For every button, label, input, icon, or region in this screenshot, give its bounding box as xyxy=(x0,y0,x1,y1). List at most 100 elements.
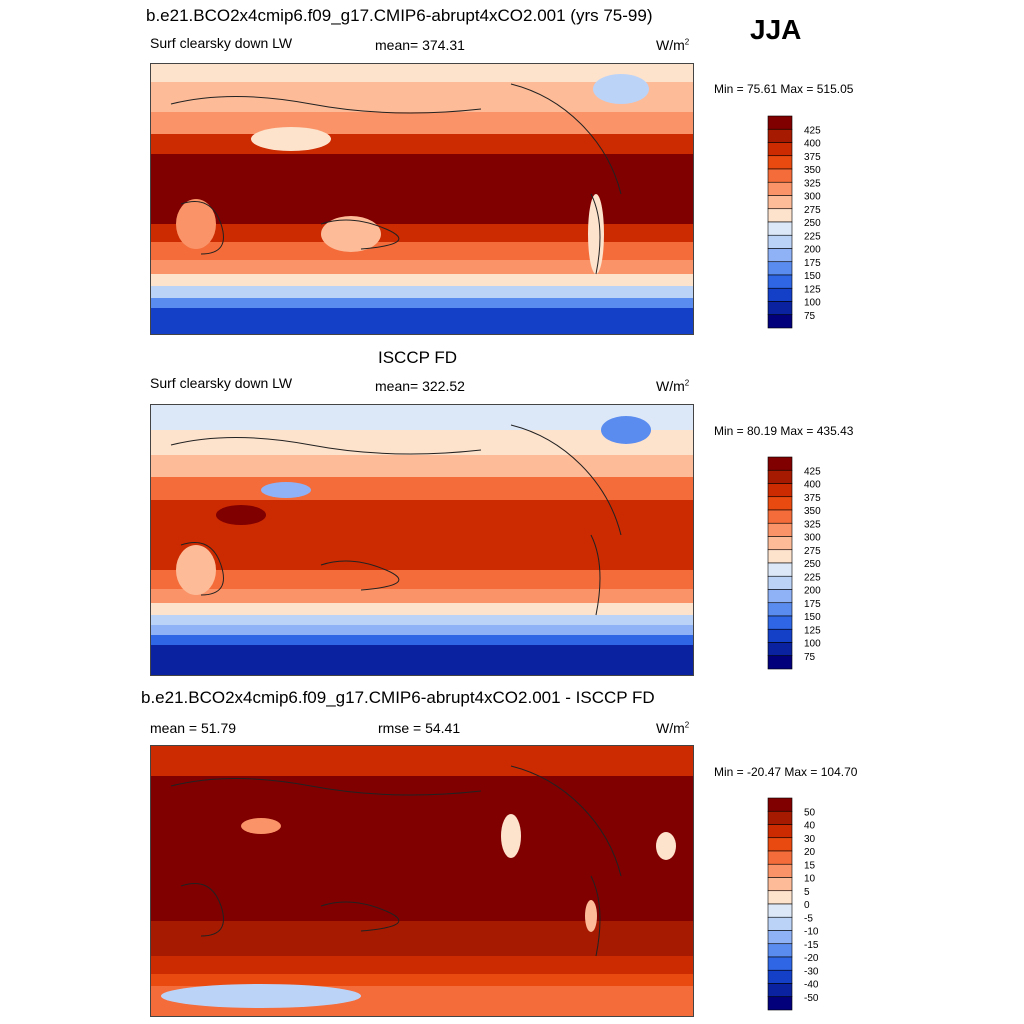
colorbar-tick-label: 30 xyxy=(804,834,816,845)
panel2-mean-label: mean= 322.52 xyxy=(375,378,465,394)
colorbar-swatch xyxy=(767,115,793,130)
colorbar-tick-label: 325 xyxy=(804,519,821,530)
panel2-variable-label: Surf clearsky down LW xyxy=(150,375,293,391)
colorbar-tick-label: 375 xyxy=(804,152,821,163)
map-band xyxy=(151,308,693,334)
colorbar-swatch xyxy=(767,536,793,551)
colorbar-tick-label: 125 xyxy=(804,625,821,636)
map-feature xyxy=(251,127,331,151)
panel1-mean-label: mean= 374.31 xyxy=(375,37,465,53)
colorbar-tick-label: 100 xyxy=(804,639,821,650)
colorbar-tick-label: 225 xyxy=(804,572,821,583)
panel1-minmax-label: Min = 75.61 Max = 515.05 xyxy=(714,82,854,96)
colorbar-tick-label: 350 xyxy=(804,506,821,517)
colorbar-swatch xyxy=(767,797,793,812)
panel2-title: ISCCP FD xyxy=(378,348,458,367)
colorbar-swatch xyxy=(767,810,793,825)
panel1-units-label: W/m2 xyxy=(656,37,690,53)
map-band xyxy=(151,645,693,675)
colorbar-swatch xyxy=(767,509,793,524)
map-feature xyxy=(656,832,676,860)
colorbar-tick-label: 400 xyxy=(804,480,821,491)
panel1-title: b.e21.BCO2x4cmip6.f09_g17.CMIP6-abrupt4x… xyxy=(146,6,653,25)
colorbar-tick-label: 200 xyxy=(804,586,821,597)
colorbar-tick-label: 325 xyxy=(804,178,821,189)
map-band xyxy=(151,224,693,246)
colorbar-tick-label: 0 xyxy=(804,900,810,911)
colorbar-swatch xyxy=(767,916,793,931)
panel3-minmax-label: Min = -20.47 Max = 104.70 xyxy=(714,765,858,779)
colorbar-tick-label: 250 xyxy=(804,218,821,229)
colorbar-swatch xyxy=(767,877,793,892)
colorbar-swatch xyxy=(767,155,793,170)
colorbar-swatch xyxy=(767,655,793,670)
colorbar-swatch xyxy=(767,128,793,143)
map-band xyxy=(151,589,693,605)
colorbar-tick-label: 400 xyxy=(804,139,821,150)
map-band xyxy=(151,625,693,637)
colorbar-swatch xyxy=(767,234,793,249)
map-feature xyxy=(501,814,521,858)
colorbar-tick-label: 75 xyxy=(804,652,816,663)
map-band xyxy=(151,274,693,288)
map-band xyxy=(151,242,693,262)
map-feature xyxy=(588,194,604,274)
colorbar-swatch xyxy=(767,602,793,617)
colorbar-tick-label: 125 xyxy=(804,284,821,295)
map-feature xyxy=(161,984,361,1008)
colorbar-tick-label: 275 xyxy=(804,546,821,557)
colorbar-swatch xyxy=(767,903,793,918)
colorbar-tick-label: 20 xyxy=(804,847,816,858)
map-band xyxy=(151,746,693,776)
colorbar-tick-label: -15 xyxy=(804,940,819,951)
colorbar-tick-label: 15 xyxy=(804,860,816,871)
colorbar-swatch xyxy=(767,181,793,196)
colorbar-swatch xyxy=(767,261,793,276)
panel2-minmax-label: Min = 80.19 Max = 435.43 xyxy=(714,424,854,438)
map-feature xyxy=(241,818,281,834)
map-band xyxy=(151,603,693,617)
colorbar-tick-label: 150 xyxy=(804,271,821,282)
map-feature xyxy=(176,545,216,595)
map-band xyxy=(151,615,693,627)
panel3-rmse-label: rmse = 54.41 xyxy=(378,720,461,736)
panel2-map xyxy=(150,404,694,676)
colorbar-tick-label: -10 xyxy=(804,927,819,938)
panel3-units-label: W/m2 xyxy=(656,720,690,736)
colorbar-swatch xyxy=(767,274,793,289)
panel3-title: b.e21.BCO2x4cmip6.f09_g17.CMIP6-abrupt4x… xyxy=(141,688,655,707)
colorbar-tick-label: 50 xyxy=(804,807,816,818)
colorbar-swatch xyxy=(767,983,793,998)
colorbar-tick-label: 275 xyxy=(804,205,821,216)
coastline xyxy=(170,83,622,275)
panel2-units-label: W/m2 xyxy=(656,378,690,394)
colorbar-tick-label: 425 xyxy=(804,125,821,136)
colorbar-swatch xyxy=(767,248,793,263)
colorbar-swatch xyxy=(767,575,793,590)
colorbar-swatch xyxy=(767,890,793,905)
coastline xyxy=(170,424,622,616)
colorbar-tick-label: 425 xyxy=(804,466,821,477)
panel1-map xyxy=(150,63,694,335)
colorbar-tick-label: 5 xyxy=(804,887,810,898)
colorbar-swatch xyxy=(767,142,793,157)
colorbar-swatch xyxy=(767,522,793,537)
colorbar-tick-label: 300 xyxy=(804,533,821,544)
map-feature xyxy=(176,199,216,249)
colorbar-tick-label: 10 xyxy=(804,874,816,885)
colorbar-swatch xyxy=(767,969,793,984)
colorbar-tick-label: 375 xyxy=(804,493,821,504)
colorbar-swatch xyxy=(767,496,793,511)
colorbar-swatch xyxy=(767,996,793,1011)
map-band xyxy=(151,154,693,234)
panel3-mean-label: mean = 51.79 xyxy=(150,720,237,736)
map-feature xyxy=(216,505,266,525)
colorbar-tick-label: 200 xyxy=(804,245,821,256)
map-feature xyxy=(261,482,311,498)
map-band xyxy=(151,570,693,592)
colorbar-tick-label: -20 xyxy=(804,953,819,964)
colorbar-tick-label: -40 xyxy=(804,980,819,991)
colorbar-swatch xyxy=(767,850,793,865)
map-feature xyxy=(593,74,649,104)
colorbar-swatch xyxy=(767,562,793,577)
